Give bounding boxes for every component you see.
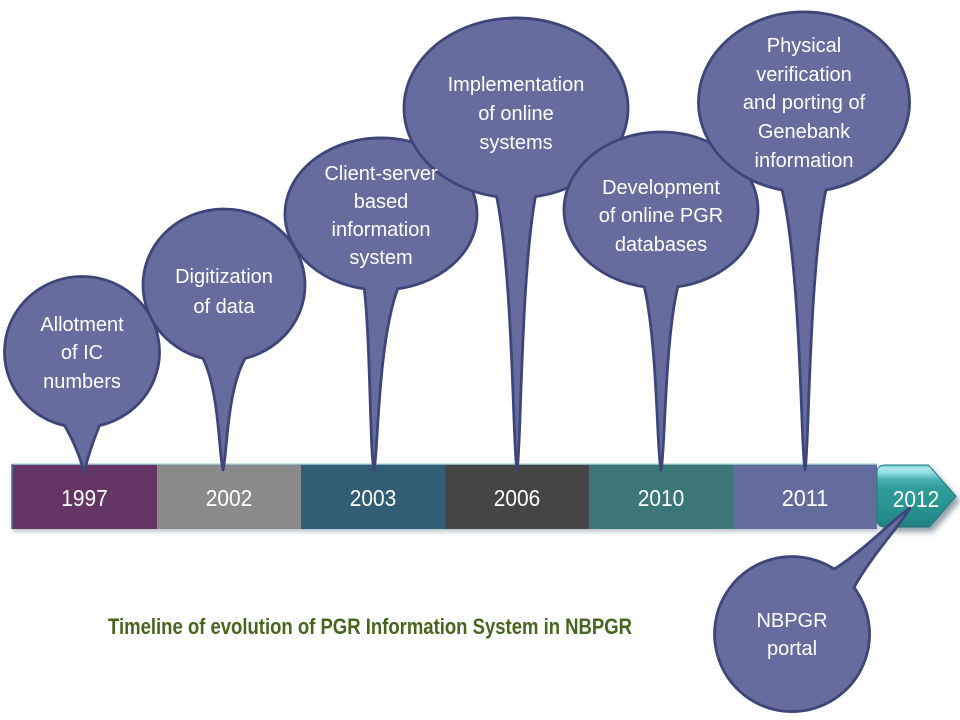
svg-text:of online: of online <box>478 103 554 125</box>
svg-text:information: information <box>755 150 854 172</box>
svg-text:2010: 2010 <box>638 485 685 511</box>
svg-text:Timeline of evolution of PGR I: Timeline of evolution of PGR Information… <box>108 614 632 639</box>
svg-text:of online PGR: of online PGR <box>599 205 724 227</box>
svg-text:Digitization: Digitization <box>175 266 273 288</box>
svg-text:2011: 2011 <box>782 485 829 511</box>
svg-text:Client-server: Client-server <box>324 163 438 185</box>
svg-text:2003: 2003 <box>350 485 397 511</box>
svg-text:1997: 1997 <box>61 485 108 511</box>
svg-text:2002: 2002 <box>206 485 253 511</box>
svg-text:Physical: Physical <box>767 35 841 57</box>
svg-text:2006: 2006 <box>494 485 541 511</box>
svg-text:verification: verification <box>756 64 852 86</box>
svg-text:2012: 2012 <box>893 486 940 512</box>
svg-text:systems: systems <box>479 132 552 154</box>
svg-text:of IC: of IC <box>61 342 103 364</box>
svg-text:Development: Development <box>602 177 720 199</box>
svg-text:portal: portal <box>767 638 817 660</box>
svg-text:and porting of: and porting of <box>743 92 866 114</box>
svg-text:information: information <box>332 219 431 241</box>
svg-text:Genebank: Genebank <box>758 121 851 143</box>
svg-text:databases: databases <box>615 234 707 256</box>
svg-text:numbers: numbers <box>43 371 121 393</box>
svg-text:Allotment: Allotment <box>40 314 124 336</box>
svg-text:Implementation: Implementation <box>448 74 585 96</box>
svg-text:system: system <box>349 247 412 269</box>
svg-text:of data: of data <box>193 296 255 318</box>
svg-text:based: based <box>354 191 409 213</box>
svg-text:NBPGR: NBPGR <box>756 610 827 632</box>
